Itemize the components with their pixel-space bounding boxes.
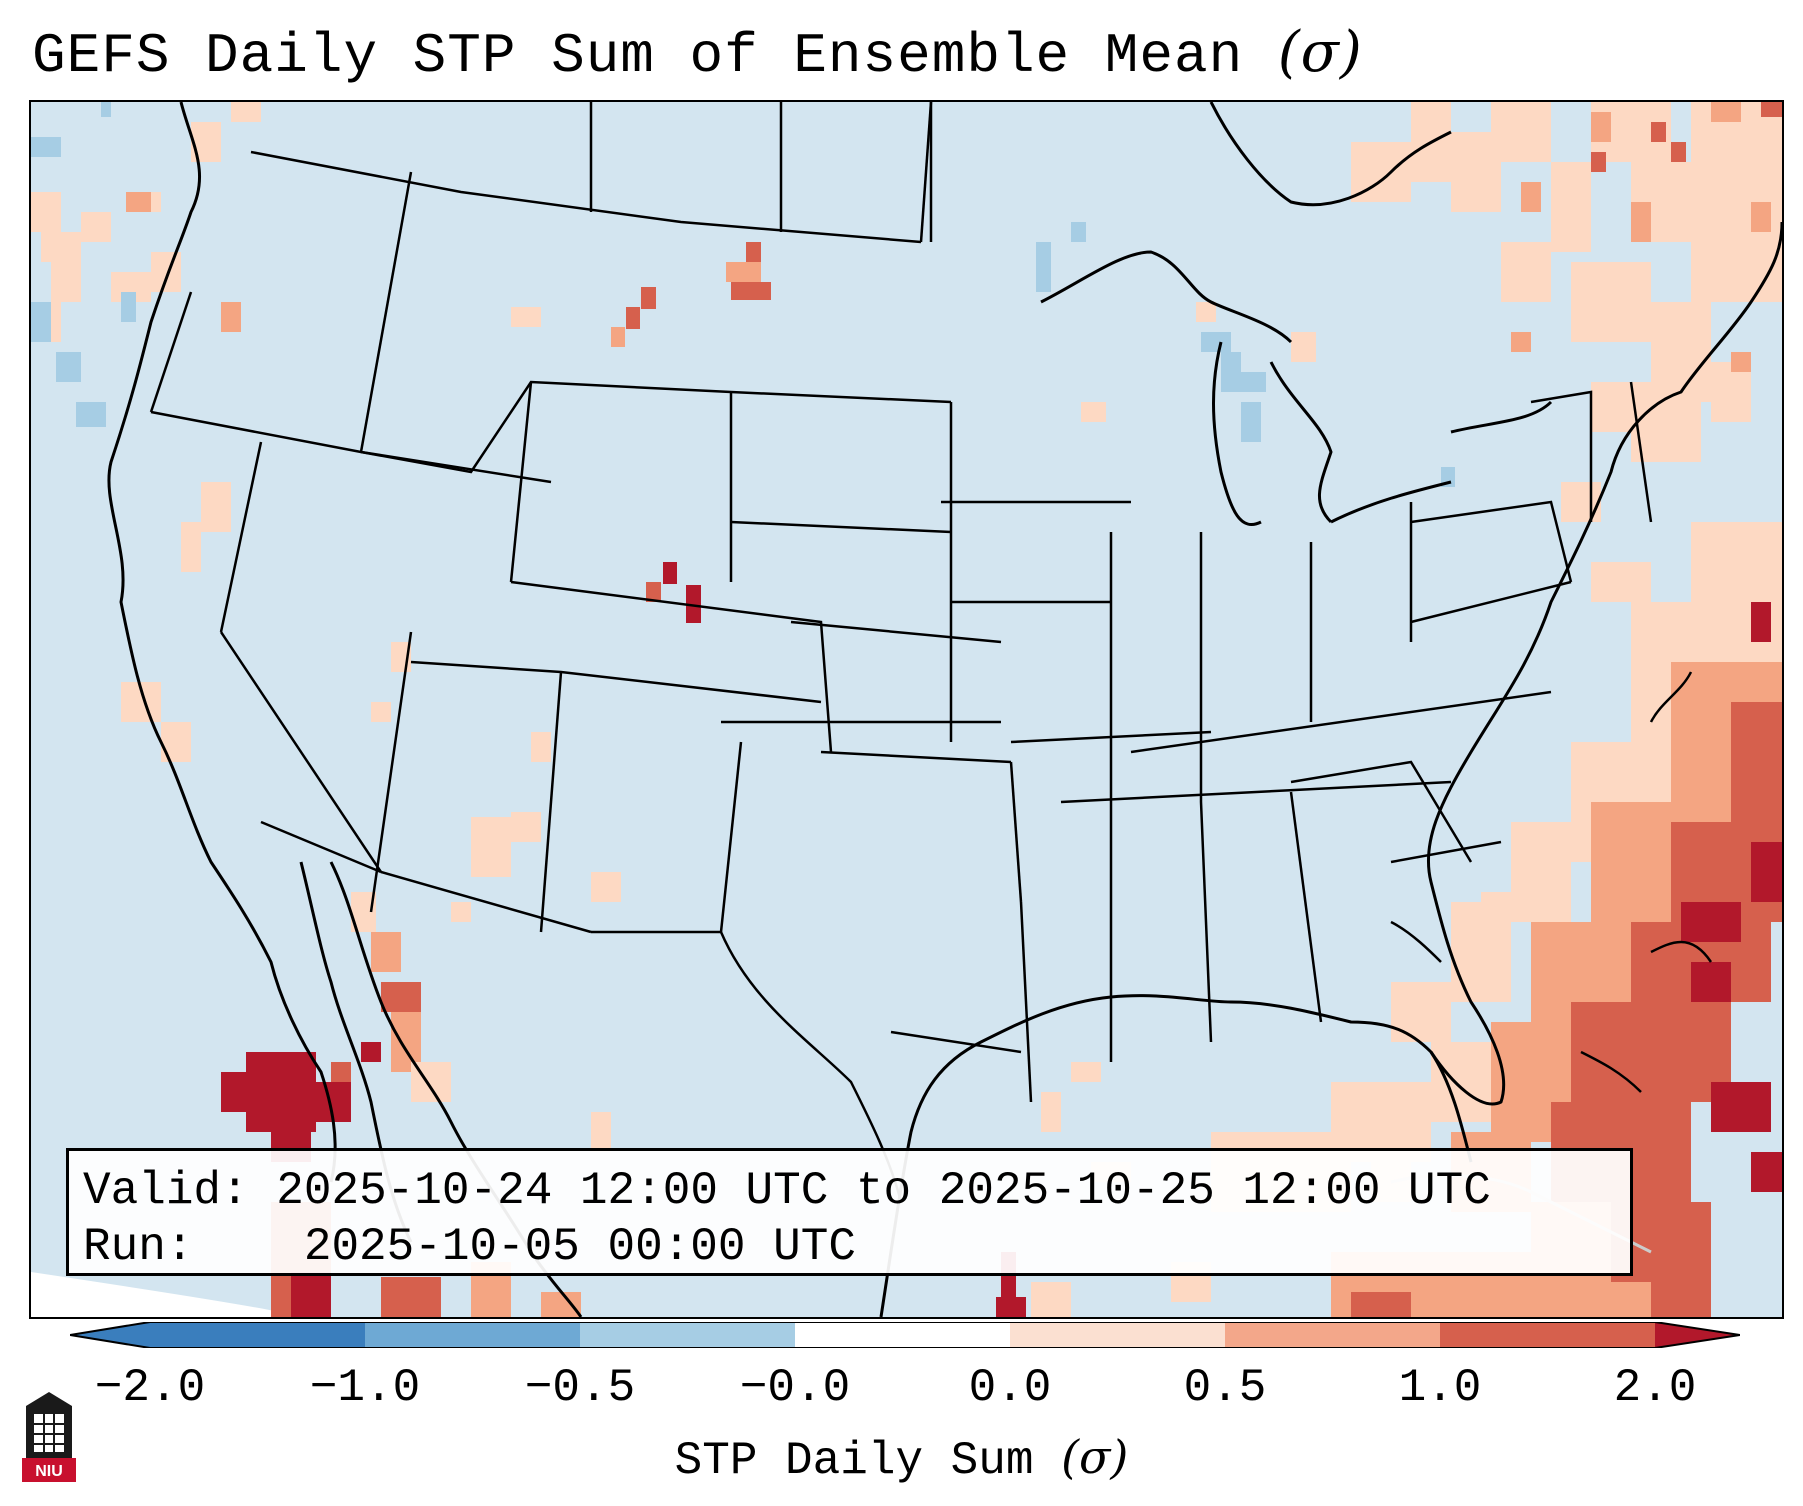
border-ca-nv bbox=[219, 631, 383, 873]
border-ny bbox=[1530, 390, 1593, 522]
logo-text: NIU bbox=[35, 1463, 63, 1480]
colorbar-label-text: STP Daily Sum bbox=[674, 1435, 1034, 1487]
border-fl-ga bbox=[1390, 840, 1502, 864]
west-coastline bbox=[107, 102, 337, 1183]
border-ok-ar bbox=[1009, 761, 1023, 903]
run-value: 2025-10-05 00:00 UTC bbox=[303, 1221, 856, 1273]
border-pa-s bbox=[1410, 580, 1572, 624]
map-title: GEFS Daily STP Sum of Ensemble Mean (σ) bbox=[32, 20, 1363, 88]
border-tn bbox=[1060, 780, 1452, 804]
border-la-tx bbox=[1019, 901, 1033, 1103]
valid-info-box: Valid: 2025-10-24 12:00 UTC to 2025-10-2… bbox=[66, 1148, 1633, 1276]
lake-huron bbox=[1269, 361, 1333, 524]
colorbar-bin-1 bbox=[150, 1322, 365, 1348]
anomaly-pacific-nw-mid bbox=[126, 192, 241, 332]
cbar-tick-1: −2.0 bbox=[94, 1362, 206, 1414]
bahamas-2 bbox=[1580, 1050, 1642, 1093]
run-label: Run: bbox=[83, 1221, 194, 1273]
colorbar-ticks: −2.0 −1.0 −0.5 −0.0 0.0 0.5 1.0 2.0 bbox=[0, 1362, 1803, 1422]
colorbar-label: STP Daily Sum (σ) bbox=[0, 1430, 1803, 1487]
colorbar-bin-2 bbox=[365, 1322, 580, 1348]
domain-edge bbox=[31, 1272, 296, 1317]
valid-value: 2025-10-24 12:00 UTC to 2025-10-25 12:00… bbox=[276, 1165, 1491, 1217]
colorbar-bin-6 bbox=[1225, 1322, 1440, 1348]
state-borders bbox=[149, 102, 1653, 1203]
anomaly-pacific-neg bbox=[31, 102, 136, 427]
anomaly-great-lakes-pos bbox=[1081, 302, 1316, 422]
border-az-nm bbox=[539, 671, 563, 933]
border-nv-az bbox=[369, 631, 413, 913]
east-coastline bbox=[879, 221, 1782, 1317]
border-al bbox=[1199, 801, 1213, 1043]
anomaly-atlantic-max bbox=[1681, 602, 1782, 1192]
coastal-detail bbox=[1390, 671, 1713, 1093]
colorbar-bin-3 bbox=[580, 1322, 795, 1348]
border-pa bbox=[1410, 500, 1573, 583]
cbar-tick-7: 1.0 bbox=[1398, 1362, 1482, 1414]
border-ca-mx bbox=[260, 820, 382, 874]
cbar-tick-6: 0.5 bbox=[1183, 1362, 1267, 1414]
border-sc bbox=[1290, 760, 1473, 863]
colorbar bbox=[70, 1322, 1740, 1348]
anomaly-northeast-strong bbox=[1591, 102, 1782, 172]
title-text: GEFS Daily STP Sum of Ensemble Mean bbox=[32, 24, 1244, 88]
valid-label: Valid: bbox=[83, 1165, 249, 1217]
border-az-mx bbox=[380, 870, 592, 934]
colorbar-extend-high bbox=[1655, 1322, 1740, 1348]
border-ut-wy bbox=[509, 381, 533, 583]
border-mt-sd bbox=[919, 102, 933, 243]
border-ne-ks bbox=[790, 620, 1002, 644]
lake-erie bbox=[1330, 480, 1452, 524]
canada-border bbox=[250, 150, 922, 244]
border-ga bbox=[1289, 791, 1323, 1023]
anomaly-great-lakes-neg bbox=[1036, 222, 1455, 487]
bahamas bbox=[1650, 940, 1713, 963]
niu-logo: NIU bbox=[22, 1392, 76, 1482]
carolina-coast bbox=[1390, 920, 1442, 963]
border-ky-va bbox=[1130, 690, 1552, 754]
lake-superior bbox=[1040, 250, 1293, 344]
colorbar-bin-7 bbox=[1440, 1322, 1655, 1348]
border-wa-or bbox=[149, 291, 193, 413]
border-vt-nh bbox=[1629, 381, 1653, 523]
border-nm-tx bbox=[719, 741, 743, 933]
border-sd-nd bbox=[730, 390, 952, 404]
cbar-tick-3: −0.5 bbox=[524, 1362, 636, 1414]
colorbar-bin-4 bbox=[795, 1322, 1010, 1348]
border-la-s bbox=[890, 1030, 1022, 1054]
anomaly-colorado bbox=[646, 562, 701, 623]
border-ok-n bbox=[820, 750, 1012, 764]
cbar-tick-8: 2.0 bbox=[1613, 1362, 1697, 1414]
border-ar-n bbox=[1010, 730, 1212, 744]
map-svg bbox=[31, 102, 1782, 1317]
canada-coast bbox=[1209, 102, 1452, 207]
border-id-wy bbox=[360, 380, 732, 474]
border-co-n bbox=[510, 580, 833, 753]
colorbar-bin-5 bbox=[1010, 1322, 1225, 1348]
cbar-tick-4: −0.0 bbox=[739, 1362, 851, 1414]
cbar-tick-2: −1.0 bbox=[309, 1362, 421, 1414]
lake-michigan bbox=[1212, 341, 1262, 526]
anomaly-southwest bbox=[121, 482, 621, 922]
colorbar-label-unit: (σ) bbox=[1061, 1430, 1129, 1484]
border-ca-nv-n bbox=[219, 441, 263, 633]
lake-ontario bbox=[1450, 400, 1553, 434]
map-panel bbox=[29, 100, 1784, 1319]
va-coast bbox=[1649, 671, 1693, 723]
border-sd-ne bbox=[730, 520, 952, 534]
colorbar-extend-low bbox=[70, 1322, 150, 1348]
anomaly-northeast-mid bbox=[1511, 102, 1771, 372]
anomaly-northern-plains bbox=[511, 242, 771, 347]
title-unit: (σ) bbox=[1277, 20, 1363, 85]
cbar-tick-5: 0.0 bbox=[968, 1362, 1052, 1414]
border-id-wa bbox=[359, 171, 413, 453]
